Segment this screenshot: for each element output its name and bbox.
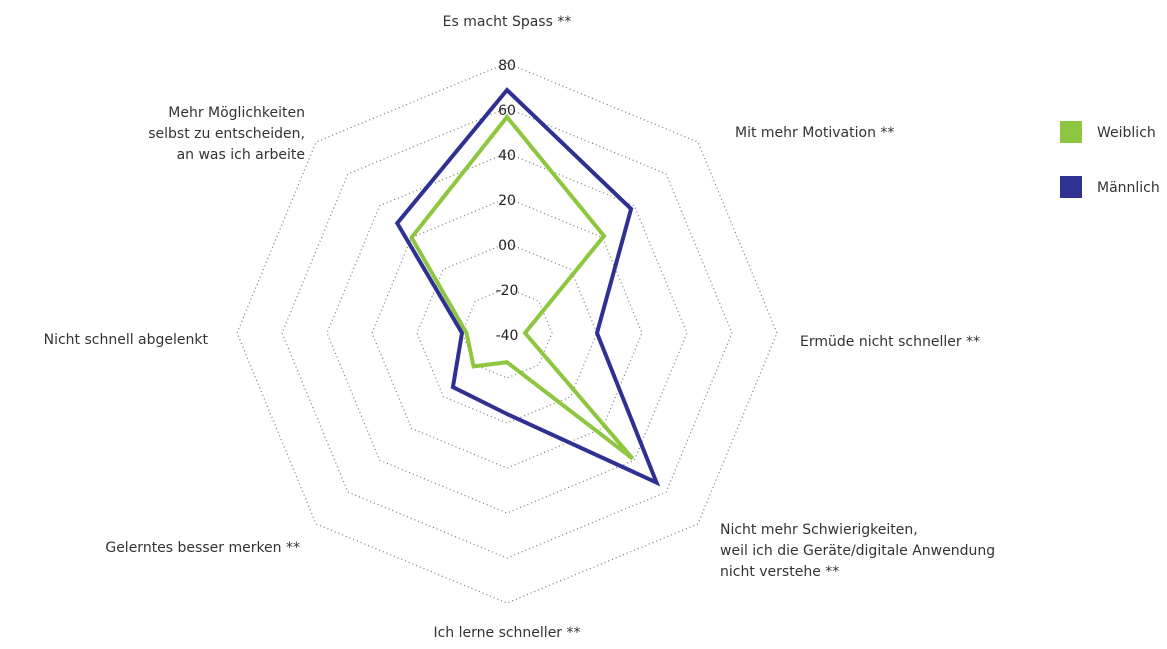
category-label: Es macht Spass ** <box>443 14 572 30</box>
tick-label: 60 <box>498 103 516 119</box>
tick-label: 00 <box>498 238 516 254</box>
category-label: Ich lerne schneller ** <box>433 625 580 641</box>
tick-label: -40 <box>496 328 519 344</box>
label-line: Nicht mehr Schwierigkeiten, <box>720 522 918 538</box>
category-label: Gelerntes besser merken ** <box>105 540 300 556</box>
tick-label: 80 <box>498 58 516 74</box>
category-label: Nicht mehr Schwierigkeiten, weil ich die … <box>720 522 995 580</box>
label-line: nicht verstehe ** <box>720 564 839 580</box>
tick-label: 20 <box>498 193 516 209</box>
grid-ring <box>371 197 643 469</box>
category-label: Nicht schnell abgelenkt <box>44 332 209 348</box>
legend-label: Männlich <box>1097 180 1160 196</box>
tick-label: 40 <box>498 148 516 164</box>
legend-swatch <box>1060 176 1082 198</box>
category-label: Ermüde nicht schneller ** <box>800 334 980 350</box>
legend-label: Weiblich <box>1097 125 1156 141</box>
grid-ring <box>281 107 733 559</box>
label-line: Mehr Möglichkeiten <box>168 105 305 121</box>
category-label: Mehr Möglichkeiten selbst zu entscheiden,… <box>148 105 305 163</box>
category-label: Mit mehr Motivation ** <box>735 125 894 141</box>
label-line: an was ich arbeite <box>177 147 305 163</box>
series-line <box>409 113 635 461</box>
tick-label: -20 <box>496 283 519 299</box>
label-line: selbst zu entscheiden, <box>148 126 305 142</box>
series-line <box>394 87 661 487</box>
legend-swatch <box>1060 121 1082 143</box>
label-line: weil ich die Geräte/digitale Anwendung <box>720 543 995 559</box>
